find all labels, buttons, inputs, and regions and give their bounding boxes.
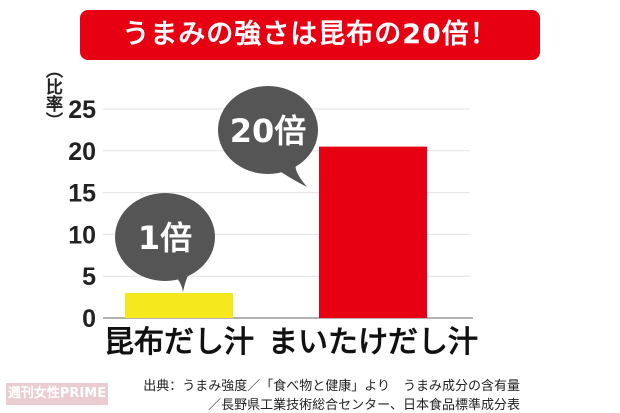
bar-2: [319, 146, 427, 318]
source-line-1: 出典：うまみ強度／「食べ物と健康」より うまみ成分の含有量: [143, 379, 520, 394]
chart-title: うまみの強さは昆布の20倍！: [80, 10, 540, 60]
callout-bubble: [115, 193, 215, 281]
y-tick-label: 0: [82, 305, 96, 333]
data-label: 1倍: [138, 219, 192, 257]
x-tick-label: まいたけだし汁: [268, 325, 478, 360]
callout-bubble: [218, 86, 318, 174]
y-tick-label: 10: [68, 221, 96, 249]
data-label: 20倍: [230, 112, 307, 150]
logo-watermark: 週刊女性PRIME: [6, 383, 108, 405]
source-line-2: ／長野県工業技術総合センター、日本食品標準成分表: [208, 398, 520, 413]
y-tick-label: 25: [68, 96, 96, 124]
y-tick-label: 15: [68, 180, 96, 208]
y-tick-label: 20: [68, 138, 96, 166]
y-tick-label: 5: [82, 263, 96, 291]
bar-1: [125, 292, 233, 318]
y-axis-label: （比率）: [42, 61, 63, 129]
x-tick-label: 昆布だし汁: [104, 325, 254, 360]
